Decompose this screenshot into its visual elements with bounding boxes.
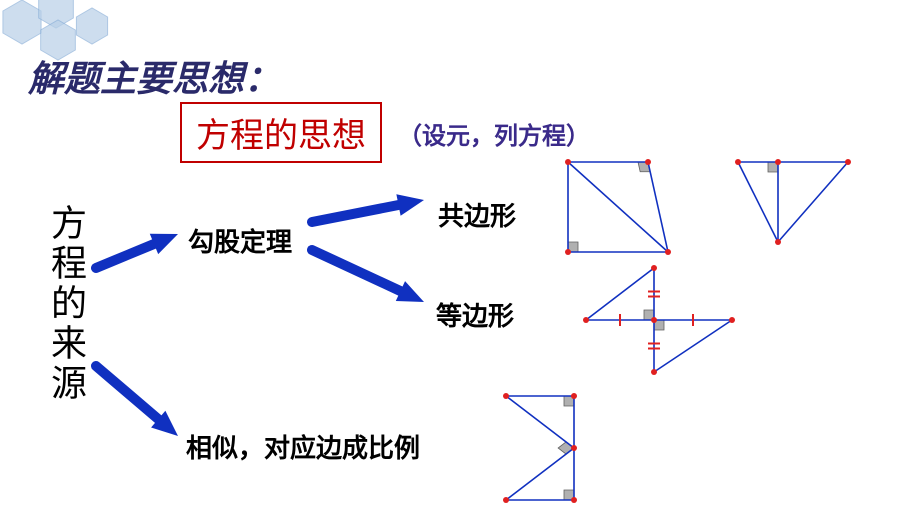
node-equal-edge: 等边形 — [436, 296, 514, 333]
main-title: 解题主要思想： — [28, 50, 280, 102]
node-similar: 相似，对应边成比例 — [186, 428, 420, 465]
geom-equal — [576, 258, 746, 388]
geom-shared1 — [548, 152, 678, 262]
geom-shared2 — [728, 152, 858, 252]
vertical-root-label: 方程的来源 — [40, 204, 92, 404]
geom-similar — [496, 386, 646, 516]
node-pythagoras: 勾股定理 — [188, 222, 292, 259]
subtitle: （设元，列方程） — [398, 116, 590, 151]
node-shared-edge: 共边形 — [438, 196, 516, 233]
boxed-key-idea: 方程的思想 — [180, 102, 382, 163]
